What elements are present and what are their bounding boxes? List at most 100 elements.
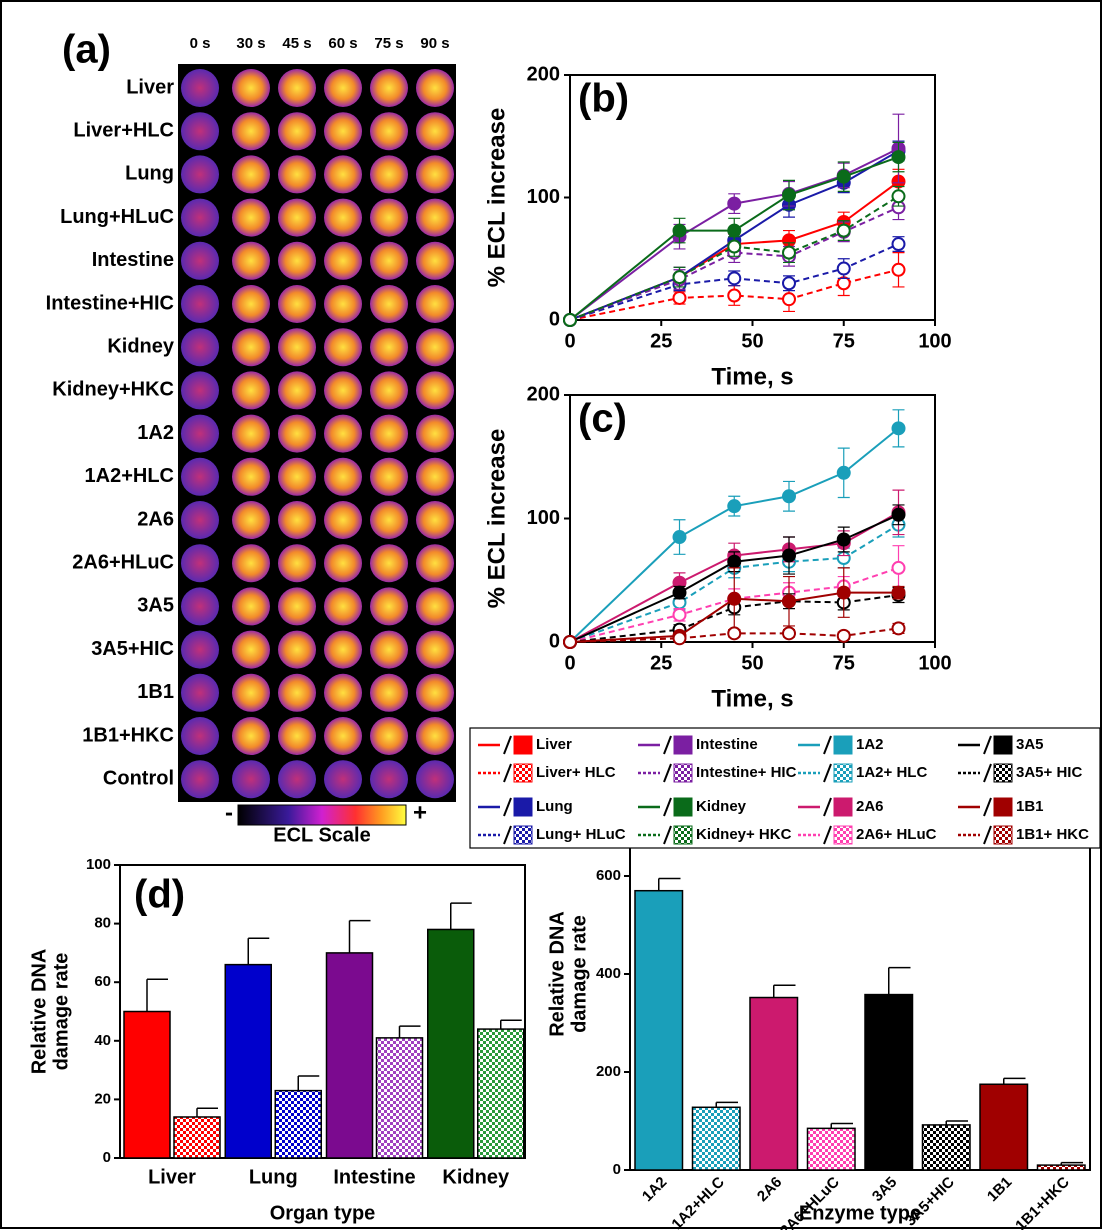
bar: [274, 1089, 322, 1159]
series-line: [569, 511, 899, 643]
x-tick-label: 50: [741, 330, 763, 352]
spot: [416, 544, 454, 583]
data-point: [836, 169, 851, 184]
x-tick-label: Liver: [148, 1166, 196, 1188]
error-bar: [398, 1025, 421, 1038]
data-point: [782, 489, 796, 504]
spot: [416, 241, 454, 280]
spot: [416, 414, 454, 453]
legend-swatch: [833, 825, 853, 845]
spot: [278, 414, 316, 453]
data-point: [836, 628, 851, 643]
legend-swatch: [833, 797, 853, 817]
legend-label: 3A5: [1016, 736, 1044, 753]
y-tick-label: 40: [94, 1032, 111, 1049]
spot: [324, 285, 362, 323]
plot-frame: [119, 864, 526, 1159]
row-label: 1A2+HLC: [85, 465, 174, 487]
spot: [278, 717, 316, 755]
spot: [181, 587, 219, 626]
y-tick-label: 200: [596, 1063, 621, 1080]
error-bar: [888, 966, 911, 995]
spot: [181, 760, 219, 799]
spot: [370, 371, 408, 410]
legend-slash: [503, 825, 512, 845]
spot: [324, 371, 362, 410]
series-line: [569, 566, 899, 643]
spot: [278, 587, 316, 626]
spot: [324, 587, 362, 626]
spot: [278, 760, 316, 799]
legend-swatch: [993, 797, 1013, 817]
spot: [232, 544, 270, 583]
spot: [416, 717, 454, 755]
spot: [181, 457, 219, 496]
row-label: Lung: [125, 163, 174, 185]
spot: [181, 285, 219, 323]
x-tick-label: 25: [650, 330, 672, 352]
spot: [370, 69, 408, 107]
error-bar: [945, 1120, 968, 1125]
data-point: [891, 262, 906, 277]
spot: [232, 198, 270, 237]
data-point: [782, 188, 796, 203]
spot: [232, 414, 270, 453]
spot: [324, 457, 362, 496]
error-bar: [715, 1101, 738, 1108]
spot: [278, 673, 316, 712]
legend-swatch: [673, 763, 693, 783]
legend-swatch: [833, 763, 853, 783]
y-tick-label: 100: [527, 507, 560, 529]
spot: [324, 673, 362, 712]
spot: [278, 285, 316, 323]
bar: [173, 1116, 221, 1159]
spot: [232, 717, 270, 755]
data-point: [891, 621, 906, 636]
data-point: [727, 554, 742, 569]
x-tick-label: Kidney: [442, 1166, 510, 1188]
spot: [370, 112, 408, 151]
legend-slash: [823, 797, 832, 817]
spot: [181, 630, 219, 669]
panel-label: (c): [578, 397, 627, 441]
spot: [416, 112, 454, 151]
y-axis-label: damage rate: [568, 915, 590, 1033]
data-point: [836, 465, 851, 480]
legend-slash: [663, 735, 672, 755]
series-line: [569, 513, 899, 643]
data-point: [727, 626, 742, 641]
panel-label: (a): [62, 28, 111, 72]
spot: [416, 155, 454, 194]
legend-slash: [663, 763, 672, 783]
legend-swatch: [993, 825, 1013, 845]
y-tick-label: 100: [86, 856, 111, 873]
data-point: [727, 591, 742, 606]
spot: [416, 457, 454, 496]
series-line: [569, 150, 900, 321]
spot: [232, 241, 270, 280]
spot: [416, 673, 454, 712]
spot: [324, 198, 362, 237]
spot: [324, 717, 362, 755]
data-point: [672, 270, 687, 285]
series-line: [569, 427, 900, 643]
bar: [864, 993, 914, 1171]
spot: [324, 112, 362, 151]
legend-label: 1A2+ HLC: [856, 764, 927, 781]
spot: [232, 371, 270, 410]
image-background: [178, 64, 456, 802]
spot: [370, 587, 408, 626]
spot: [324, 328, 362, 367]
legend-swatch: [513, 825, 533, 845]
bar: [921, 1124, 971, 1171]
x-tick-label: 75: [833, 330, 855, 352]
y-tick-label: 0: [103, 1149, 111, 1166]
spot: [278, 241, 316, 280]
bar: [979, 1083, 1029, 1171]
spot: [416, 198, 454, 237]
spot: [232, 501, 270, 539]
bar: [375, 1037, 424, 1159]
series-line: [569, 195, 900, 321]
bar: [427, 928, 475, 1159]
data-point: [836, 223, 851, 238]
